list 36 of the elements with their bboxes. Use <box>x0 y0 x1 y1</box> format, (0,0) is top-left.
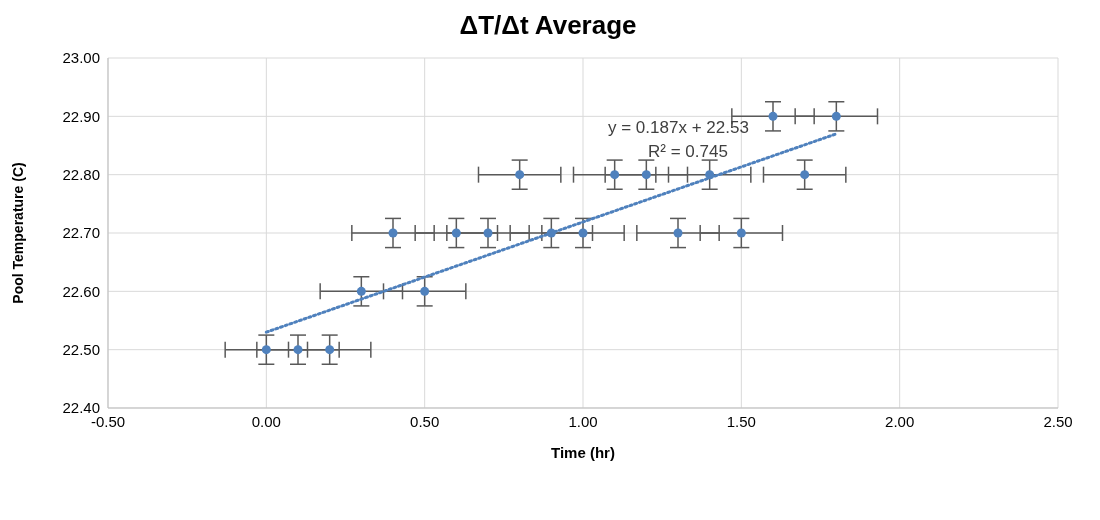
point <box>578 228 588 238</box>
point <box>800 170 810 180</box>
point <box>420 286 430 296</box>
y-tick-label: 23.00 <box>62 49 100 67</box>
annotation: y = 0.187x + 22.53 <box>608 118 749 138</box>
x-tick-label: 2.00 <box>885 412 915 430</box>
x-axis-title: Time (hr) <box>551 444 615 461</box>
point <box>483 228 493 238</box>
point <box>673 228 683 238</box>
point <box>546 228 556 238</box>
point <box>293 345 303 355</box>
x-tick-label: 1.50 <box>726 412 756 430</box>
y-tick-label: 22.90 <box>62 107 100 125</box>
chart-title: ΔT/Δt Average <box>458 10 638 41</box>
x-tick-label: 0.00 <box>251 412 281 430</box>
point <box>610 170 620 180</box>
x-tick-label: 0.50 <box>410 412 440 430</box>
point <box>736 228 746 238</box>
point <box>356 286 366 296</box>
point <box>388 228 398 238</box>
point <box>641 170 651 180</box>
point <box>705 170 715 180</box>
x-tick-label: 1.00 <box>568 412 598 430</box>
point <box>831 111 841 121</box>
point <box>515 170 525 180</box>
point <box>325 345 335 355</box>
point <box>451 228 461 238</box>
annotation: R² = 0.745 <box>648 142 728 162</box>
point <box>768 111 778 121</box>
y-tick-label: 22.50 <box>62 340 100 358</box>
x-tick-label: 2.50 <box>1043 412 1073 430</box>
point <box>261 345 271 355</box>
y-axis-title: Pool Temperature (C) <box>9 162 26 304</box>
y-tick-label: 22.60 <box>62 282 100 300</box>
y-tick-label: 22.70 <box>62 224 100 242</box>
y-tick-label: 22.80 <box>62 165 100 183</box>
